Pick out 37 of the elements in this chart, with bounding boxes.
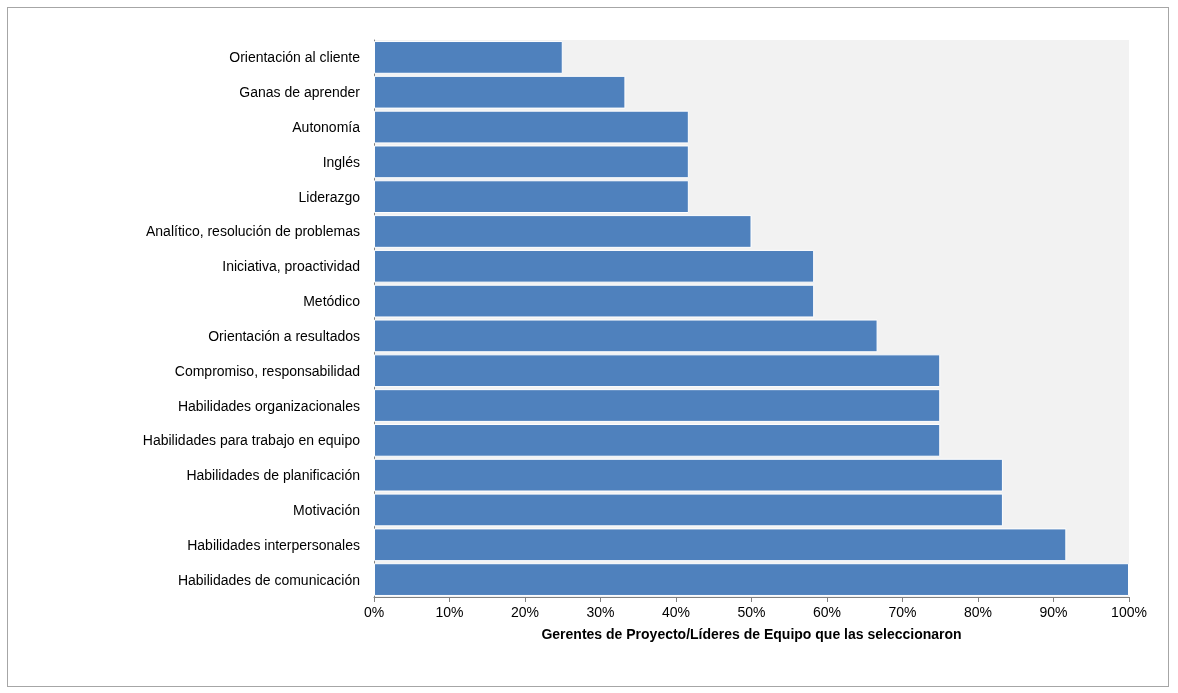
y-tick-label: Habilidades de comunicación [177, 571, 360, 588]
x-tick-label: 100% [1111, 604, 1147, 620]
x-tick-label: 50% [737, 604, 766, 620]
y-tick-label: Iniciativa, proactividad [222, 258, 360, 275]
y-tick-label: Orientación a resultados [208, 327, 360, 344]
bar [374, 528, 1067, 562]
bar [374, 389, 941, 422]
x-tick-label: 60% [812, 604, 842, 620]
y-tick-label: Habilidades interpersonales [187, 536, 360, 553]
bar [374, 249, 815, 283]
x-tick-label: 30% [586, 604, 615, 620]
x-tick-label: 80% [963, 604, 993, 620]
bar [374, 215, 752, 248]
bar [374, 423, 941, 457]
x-tick-label: 0% [363, 604, 385, 620]
y-tick-label: Analítico, resolución de problemas [145, 223, 360, 240]
y-tick-label: Orientación al cliente [229, 49, 361, 66]
y-tick-label: Habilidades organizacionales [177, 397, 360, 414]
y-tick-label: Liderazgo [298, 188, 361, 205]
y-tick-label: Compromiso, responsabilidad [174, 362, 360, 379]
y-tick-label: Ganas de aprender [239, 84, 361, 101]
x-tick-label: 40% [661, 604, 691, 620]
x-tick-label: 90% [1039, 604, 1068, 620]
bar [374, 354, 941, 388]
y-tick-label: Autonomía [292, 119, 361, 136]
y-tick-label: Habilidades de planificación [186, 467, 360, 484]
x-axis-title: Gerentes de Proyecto/Líderes de Equipo que las seleccionaron [541, 626, 962, 642]
bar [374, 180, 689, 214]
x-tick-label: 70% [888, 604, 917, 620]
x-tick-label: 20% [510, 604, 540, 620]
y-tick-label: Habilidades para trabajo en equipo [142, 432, 361, 449]
x-tick-label: 10% [435, 604, 464, 620]
bar [374, 75, 626, 109]
y-tick-label: Motivación [293, 501, 360, 518]
bar [374, 41, 563, 74]
y-tick-label: Inglés [322, 153, 360, 170]
y-tick-label: Metódico [303, 293, 361, 310]
